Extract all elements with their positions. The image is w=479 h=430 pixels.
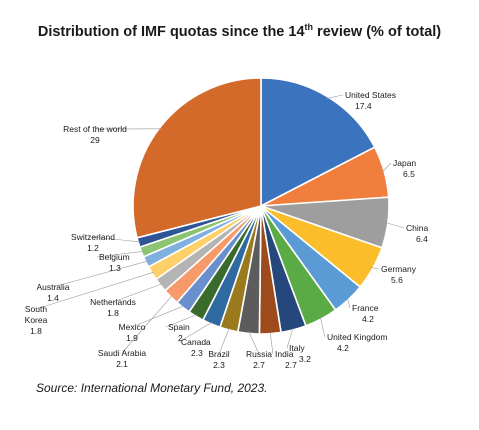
label-france: France 4.2 (352, 303, 379, 324)
leader-netherlands (112, 283, 163, 303)
source-note: Source: International Monetary Fund, 202… (36, 381, 268, 395)
label-canada: Canada 2.3 (181, 337, 211, 358)
leader-canada (178, 321, 213, 343)
label-switzerland: Switzerland 1.2 (71, 232, 115, 253)
leader-australia (52, 260, 148, 288)
leader-india (269, 331, 274, 355)
label-china: China 6.4 (406, 223, 428, 244)
leader-united-states (326, 94, 344, 99)
leader-spain (165, 314, 198, 328)
label-germany: Germany 5.6 (381, 264, 417, 285)
leader-united-kingdom (320, 317, 326, 338)
leader-south-korea (35, 271, 154, 310)
leader-belgium (96, 251, 144, 258)
slice-united-states (260, 77, 376, 208)
label-united-states: United States 17.4 (345, 90, 396, 111)
label-belgium: Belgium 1.3 (99, 252, 130, 273)
slice-rest-of-the-world (132, 77, 262, 239)
leader-switzerland (92, 236, 141, 243)
label-spain: Spain 2 (168, 322, 190, 343)
label-south-korea: South Korea 1.8 (25, 304, 48, 336)
label-netherlands: Netherlands 1.8 (90, 297, 136, 318)
label-saudi-arabia: Saudi Arabia 2.1 (98, 348, 146, 369)
label-rest-of-the-world: Rest of the world 29 (63, 124, 127, 145)
leader-brazil (218, 327, 230, 355)
leader-mexico (131, 305, 185, 328)
leader-japan (382, 162, 392, 173)
label-russia: Russia 2.7 (246, 349, 272, 370)
label-mexico: Mexico 1.9 (119, 322, 146, 343)
leader-china (385, 222, 405, 229)
leader-france (347, 297, 351, 309)
label-brazil: Brazil 2.3 (208, 349, 229, 370)
label-australia: Australia 1.4 (36, 282, 69, 303)
label-japan: Japan 6.5 (393, 158, 416, 179)
label-united-kingdom: United Kingdom 4.2 (327, 332, 387, 353)
leader-saudi-arabia (121, 295, 173, 354)
leader-russia (248, 331, 260, 355)
leader-germany (370, 267, 380, 270)
label-india: India 2.7 (275, 349, 297, 370)
chart-title: Distribution of IMF quotas since the 14t… (37, 22, 442, 40)
label-italy: Italy 3.2 (289, 343, 311, 364)
leader-italy (286, 327, 294, 349)
